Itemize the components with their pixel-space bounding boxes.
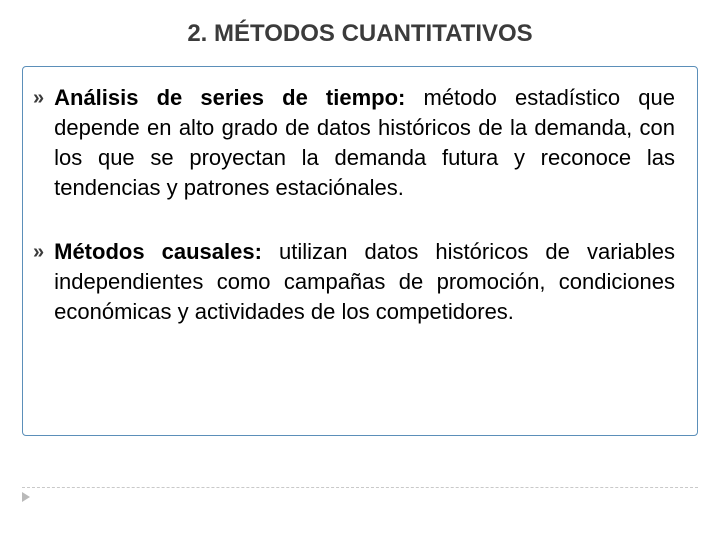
bullet-icon: » [33,237,44,267]
item-text: Métodos causales: utilizan datos históri… [54,237,675,327]
slide-marker-icon [22,492,30,502]
item-lead: Métodos causales: [54,239,262,264]
slide-title: 2. MÉTODOS CUANTITATIVOS [0,0,720,66]
item-text: Análisis de series de tiempo: método est… [54,83,675,203]
footer-divider [22,487,698,488]
list-item: » Métodos causales: utilizan datos histó… [45,237,675,327]
list-item: » Análisis de series de tiempo: método e… [45,83,675,203]
bullet-icon: » [33,83,44,113]
item-lead: Análisis de series de tiempo: [54,85,405,110]
content-box: » Análisis de series de tiempo: método e… [22,66,698,436]
